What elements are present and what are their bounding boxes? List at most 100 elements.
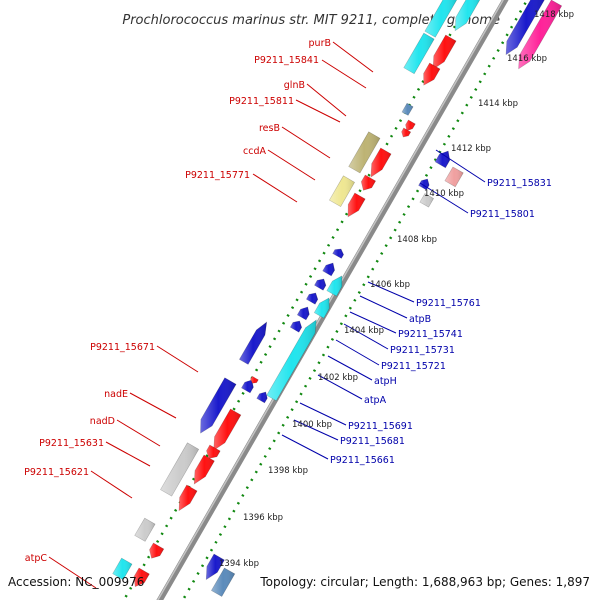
kbp-label: 1394 kbp <box>219 559 259 569</box>
leader-line <box>48 556 97 589</box>
kbp-label: 1412 kbp <box>451 144 491 154</box>
kbp-label: 1410 kbp <box>424 189 464 199</box>
leader-line <box>156 345 199 373</box>
leader-line <box>317 374 363 400</box>
gene-label-P9211_15801[interactable]: P9211_15801 <box>470 209 535 220</box>
gene-red-bottom-shading <box>134 568 150 587</box>
kbp-label: 1406 kbp <box>370 280 410 290</box>
gene-label-P9211_15741[interactable]: P9211_15741 <box>398 329 463 340</box>
gene-label-P9211_15831[interactable]: P9211_15831 <box>487 178 552 189</box>
genome-title: Prochlorococcus marinus str. MIT 9211, c… <box>122 13 500 28</box>
gene-atp-blue-7-shading <box>241 380 254 393</box>
gene-label-P9211_15621[interactable]: P9211_15621 <box>24 467 89 478</box>
gene-red-nadD-shading <box>206 445 221 459</box>
leader-line <box>299 402 347 426</box>
gene-glnB-shading <box>402 103 414 116</box>
leader-line <box>129 392 177 419</box>
gene-red-15771-shading <box>348 193 366 217</box>
kbp-label: 1408 kbp <box>397 235 437 245</box>
leader-line <box>321 59 367 89</box>
gene-features <box>112 0 563 597</box>
gene-blue-15831-shading <box>435 151 450 168</box>
gene-cyan-purB-shading <box>403 33 435 74</box>
leader-line <box>295 99 341 123</box>
gene-label-atpC[interactable]: atpC <box>25 553 48 564</box>
gene-cyan-bottom-shading <box>112 558 132 580</box>
gene-label-purB[interactable]: purB <box>309 38 331 49</box>
gene-blue-top-shading <box>506 0 545 55</box>
gene-red-ccdA-shading <box>361 175 376 191</box>
leader-line <box>332 41 374 73</box>
gene-pink-15831-shading <box>444 167 464 187</box>
gene-label-nadD[interactable]: nadD <box>90 416 115 427</box>
kbp-label: 1396 kbp <box>243 513 283 523</box>
leader-line <box>105 441 151 467</box>
gene-label-glnB[interactable]: glnB <box>284 80 305 91</box>
gene-label-P9211_15731[interactable]: P9211_15731 <box>390 345 455 356</box>
right-gene-labels: P9211_15831 P9211_15801 P9211_15761 atpB… <box>330 178 552 466</box>
gene-red-resB-shading <box>370 148 392 177</box>
leader-line <box>435 149 486 183</box>
leader-line <box>267 149 316 181</box>
gene-atp-blue-3-shading <box>306 293 318 305</box>
leader-line <box>90 470 133 499</box>
gene-atp-blue-1-shading <box>322 263 335 276</box>
tick-lane-right <box>181 0 529 600</box>
gene-label-ccdA[interactable]: ccdA <box>243 146 266 157</box>
gene-red-15841-shading <box>423 63 440 86</box>
leader-line <box>281 126 331 159</box>
gene-red-15621-shading <box>179 485 198 511</box>
gene-label-P9211_15771[interactable]: P9211_15771 <box>185 170 250 181</box>
left-gene-labels: purB P9211_15841 glnB P9211_15811 resB c… <box>24 38 331 564</box>
kbp-label: 1404 kbp <box>344 326 384 336</box>
leader-line <box>349 311 397 334</box>
leader-line <box>306 83 347 117</box>
gene-cyan-atpA-shading <box>266 320 317 401</box>
gene-label-atpA[interactable]: atpA <box>364 395 387 406</box>
gene-label-P9211_15761[interactable]: P9211_15761 <box>416 298 481 309</box>
accession-text: Accession: NC_009976 <box>8 575 144 589</box>
gene-magenta-top-shading <box>518 0 562 69</box>
gene-red-15811-shading <box>405 120 416 131</box>
kbp-label: 1416 kbp <box>507 54 547 64</box>
gene-label-P9211_15681[interactable]: P9211_15681 <box>340 436 405 447</box>
kbp-label: 1402 kbp <box>318 373 358 383</box>
gene-atp-blue-4-shading <box>297 307 310 320</box>
kbp-label: 1400 kbp <box>292 420 332 430</box>
kbp-label: 1418 kbp <box>534 10 574 20</box>
leader-line <box>367 281 415 303</box>
gene-atp-blue-5-shading <box>290 321 302 333</box>
gene-grey-atpC-shading <box>134 518 156 542</box>
genome-backbone <box>156 0 509 600</box>
kbp-label: 1398 kbp <box>268 466 308 476</box>
leader-line <box>116 419 161 447</box>
gene-cyan-top-shading <box>424 0 457 38</box>
gene-label-resB[interactable]: resB <box>259 123 280 134</box>
leader-line <box>359 295 408 319</box>
gene-label-atpH[interactable]: atpH <box>374 376 397 387</box>
gene-label-P9211_15811[interactable]: P9211_15811 <box>229 96 294 107</box>
gene-label-atpB[interactable]: atpB <box>409 314 431 325</box>
gene-label-P9211_15691[interactable]: P9211_15691 <box>348 421 413 432</box>
gene-atp-blue-2-shading <box>314 279 326 291</box>
gene-red-15631-shading <box>194 455 215 484</box>
kbp-scale: 1418 kbp 1416 kbp 1414 kbp 1412 kbp 1410… <box>219 10 574 569</box>
gene-cyan-atpF-shading <box>314 298 330 319</box>
gene-red-atpC-shading <box>149 543 164 559</box>
gene-red-nadE-shading <box>213 409 241 451</box>
kbp-label: 1414 kbp <box>478 99 518 109</box>
gene-15771-shading <box>329 175 355 207</box>
gene-steel-bottom-shading <box>211 568 235 597</box>
gene-label-P9211_15661[interactable]: P9211_15661 <box>330 455 395 466</box>
gene-label-P9211_15841[interactable]: P9211_15841 <box>254 55 319 66</box>
gene-cyan-arrow-top-shading <box>455 0 480 31</box>
gene-label-P9211_15721[interactable]: P9211_15721 <box>381 361 446 372</box>
gene-atp-blue-0-shading <box>332 249 344 259</box>
gene-cyan-atpB-shading <box>326 276 342 297</box>
leader-line <box>327 355 373 381</box>
gene-label-P9211_15631[interactable]: P9211_15631 <box>39 438 104 449</box>
gene-label-P9211_15671[interactable]: P9211_15671 <box>90 342 155 353</box>
gene-resB-shading <box>348 131 380 173</box>
gene-label-nadE[interactable]: nadE <box>104 389 128 400</box>
